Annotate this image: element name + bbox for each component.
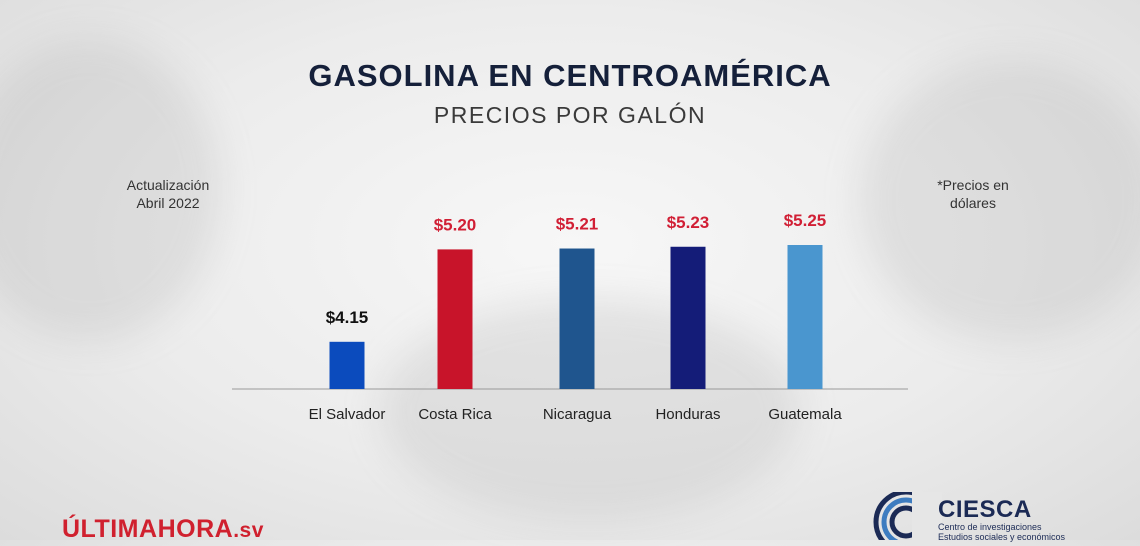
logo-part-hora: HORA [157, 515, 234, 543]
ciesca-subtitle: Centro de investigaciones Estudios socia… [938, 522, 1065, 542]
ultimahora-logo: ÚLTIMAHORA.sv [62, 514, 264, 546]
ciesca-name: CIESCA [938, 496, 1032, 523]
bar-costa-rica [437, 249, 473, 389]
currency-note-line2: dólares [950, 195, 996, 211]
data-label: $5.20 [434, 215, 477, 234]
x-tick-label: Honduras [655, 406, 720, 423]
x-tick-label: Nicaragua [543, 406, 612, 423]
bar-nicaragua [559, 248, 595, 389]
currency-note-line1: *Precios en [937, 177, 1009, 193]
x-tick-label: Guatemala [768, 406, 842, 423]
logo-part-sv: .sv [233, 519, 264, 542]
ciesca-subtitle-line1: Centro de investigaciones [938, 522, 1042, 532]
logo-part-ultima: ÚLTIMA [62, 515, 158, 543]
chart-title: GASOLINA EN CENTROAMÉRICA [308, 58, 832, 93]
data-label: $4.15 [326, 308, 369, 327]
update-note-line1: Actualización [126, 177, 210, 193]
currency-note: *Precios en dólares [918, 176, 1028, 212]
background-shape [0, 40, 220, 340]
x-tick-label: El Salvador [309, 406, 386, 423]
ciesca-logo-icon [873, 492, 942, 540]
data-label: $5.21 [556, 215, 599, 234]
bar-honduras [670, 246, 706, 389]
ciesca-subtitle-line2: Estudios sociales y económicos [938, 532, 1066, 542]
chart-subtitle: PRECIOS POR GALÓN [433, 102, 707, 128]
bar-guatemala [787, 245, 823, 389]
data-label: $5.25 [784, 211, 827, 230]
bar-el-salvador [329, 341, 365, 389]
update-note: Actualización Abril 2022 [100, 176, 236, 212]
x-tick-label: Costa Rica [418, 406, 492, 423]
update-note-line2: Abril 2022 [136, 195, 200, 211]
background-shape [860, 60, 1140, 340]
data-label: $5.23 [667, 213, 710, 232]
